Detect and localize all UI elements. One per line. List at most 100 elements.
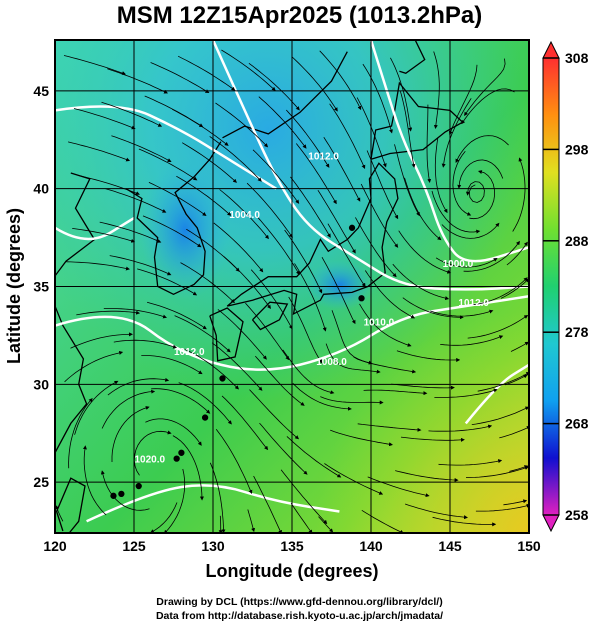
streamline: [457, 159, 504, 189]
streamline: [294, 263, 327, 332]
streamline: [455, 135, 509, 163]
streamline: [500, 278, 529, 299]
streamline: [111, 135, 172, 162]
streamline: [324, 463, 384, 495]
streamline: [109, 255, 172, 276]
streamline: [329, 103, 366, 170]
streamline: [361, 509, 404, 533]
streamline: [461, 88, 515, 125]
streamline: [286, 109, 330, 168]
colorbar-tick-label: 308: [565, 50, 589, 66]
streamlines: [55, 49, 529, 533]
streamline: [78, 175, 140, 196]
y-tick-labels: 25 30 35 40 45: [33, 83, 49, 490]
streamline: [426, 104, 432, 183]
streamline: [176, 175, 232, 216]
isobar: [55, 295, 529, 371]
streamline: [68, 397, 93, 469]
streamline: [288, 296, 323, 364]
streamline: [321, 257, 356, 325]
island: [118, 490, 125, 498]
streamline: [103, 308, 168, 319]
streamline: [509, 465, 529, 472]
streamline: [215, 429, 253, 495]
streamline: [68, 141, 131, 162]
streamline: [432, 516, 497, 527]
colorbar-tick-label: 288: [565, 233, 589, 249]
colorbar-tick-label: 278: [565, 324, 589, 340]
streamline: [255, 355, 305, 406]
streamline: [141, 355, 203, 375]
isobar-label: 1010.0: [364, 318, 395, 329]
streamline: [213, 222, 264, 273]
streamline: [464, 58, 506, 117]
streamline: [356, 97, 387, 168]
streamline: [252, 149, 300, 204]
streamline: [211, 342, 263, 391]
streamline: [280, 469, 328, 525]
streamline: [323, 136, 361, 202]
isobar: [211, 40, 529, 291]
island: [135, 482, 142, 490]
coastline: [125, 141, 222, 296]
map-title: MSM 12Z15Apr2025 (1013.2hPa): [116, 2, 483, 29]
streamline: [499, 426, 529, 439]
plot-frame: [54, 39, 530, 534]
streamline: [396, 350, 461, 362]
streamline: [475, 503, 529, 512]
streamline: [400, 91, 416, 168]
streamline: [473, 277, 528, 306]
streamline: [82, 445, 107, 516]
streamline: [435, 257, 498, 268]
streamline: [467, 314, 529, 339]
streamline: [70, 332, 133, 349]
streamline: [246, 182, 293, 238]
streamline: [133, 430, 172, 476]
streamline: [448, 64, 478, 136]
island: [348, 224, 356, 231]
map-figure: 1008.0 1000.0 1004.0 1012.0 1012.0 1020.0 1012…: [4, 39, 589, 581]
streamline: [66, 261, 130, 271]
streamline: [259, 422, 308, 475]
streamline: [146, 301, 207, 330]
isobar: [55, 105, 277, 190]
island: [219, 375, 226, 382]
streamline: [180, 262, 235, 304]
streamline: [404, 503, 468, 520]
x-tick-labels: 120 125 130 135 140 145 150: [43, 538, 541, 554]
streamline: [172, 108, 229, 146]
streamline: [390, 57, 413, 132]
x-tick-label: 120: [43, 538, 67, 554]
streamline: [290, 503, 313, 533]
streamline: [138, 148, 198, 181]
streamline: [434, 137, 448, 214]
colorbar-tick-label: 298: [565, 141, 589, 157]
streamline: [469, 170, 496, 220]
isobar-labels: 1008.0 1000.0 1004.0 1012.0 1012.0 1020.0 1012…: [135, 151, 490, 465]
streamline: [364, 270, 416, 319]
coastlines: [55, 40, 464, 533]
colorbar-scale: [542, 57, 560, 516]
streamline: [284, 229, 323, 294]
streamline: [181, 142, 237, 183]
gridlines: [55, 40, 529, 533]
streamline: [137, 268, 198, 296]
x-tick-label: 135: [280, 538, 304, 554]
colorbar: 258 268 278 288 298 308: [542, 40, 589, 533]
streamline: [101, 101, 163, 127]
coastline: [209, 307, 244, 362]
streamline: [142, 215, 202, 248]
x-tick-label: 140: [359, 538, 383, 554]
island: [178, 449, 185, 456]
streamline: [72, 228, 136, 243]
streamline: [465, 181, 485, 203]
streamline: [73, 108, 136, 130]
streamline: [113, 339, 178, 349]
streamline: [253, 475, 282, 533]
streamline: [503, 499, 528, 506]
y-axis-label: Latitude (degrees): [4, 208, 24, 364]
coastline: [399, 40, 426, 75]
credit-data: Data from http://database.rish.kyoto-u.a…: [155, 610, 444, 622]
streamline: [105, 188, 167, 213]
x-tick-label: 125: [122, 538, 146, 554]
